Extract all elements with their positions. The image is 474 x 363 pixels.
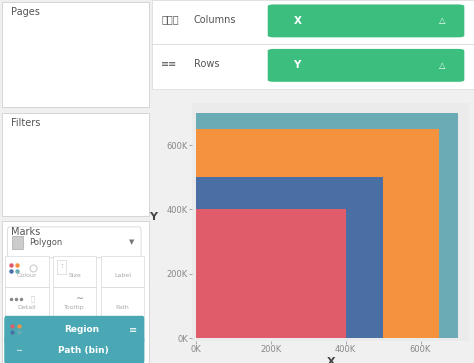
FancyBboxPatch shape <box>101 256 144 287</box>
FancyBboxPatch shape <box>4 316 145 344</box>
Text: Region: Region <box>64 326 99 334</box>
Bar <box>196 209 346 338</box>
Text: X: X <box>293 16 301 26</box>
Bar <box>1 221 149 363</box>
Text: △: △ <box>438 61 445 70</box>
Text: ⁞⁞⁞: ⁞⁞⁞ <box>161 15 179 25</box>
Text: Path: Path <box>116 305 129 310</box>
Text: ≡: ≡ <box>129 325 137 335</box>
Bar <box>196 178 383 338</box>
FancyBboxPatch shape <box>5 256 48 287</box>
Text: Rows: Rows <box>193 59 219 69</box>
Text: Size: Size <box>68 273 81 278</box>
Bar <box>57 260 66 274</box>
FancyBboxPatch shape <box>5 287 48 318</box>
Text: ▼: ▼ <box>129 240 135 245</box>
FancyBboxPatch shape <box>53 287 96 318</box>
FancyBboxPatch shape <box>53 256 96 287</box>
Bar <box>152 0 474 44</box>
Text: ⬜: ⬜ <box>30 295 35 302</box>
Text: Marks: Marks <box>10 227 40 237</box>
Bar <box>152 44 474 89</box>
Bar <box>12 236 23 249</box>
FancyBboxPatch shape <box>8 227 141 258</box>
FancyBboxPatch shape <box>101 287 144 318</box>
X-axis label: X: X <box>326 357 335 363</box>
Text: ≡≡: ≡≡ <box>161 59 178 69</box>
Bar <box>1 113 149 216</box>
Text: T: T <box>60 264 63 269</box>
FancyBboxPatch shape <box>268 49 465 82</box>
FancyBboxPatch shape <box>268 4 465 37</box>
Text: Tooltip: Tooltip <box>64 305 85 310</box>
FancyBboxPatch shape <box>4 337 145 363</box>
Text: Filters: Filters <box>10 118 40 128</box>
Y-axis label: Y: Y <box>149 212 157 222</box>
Text: ∼: ∼ <box>15 346 22 355</box>
Bar <box>1 2 149 107</box>
Text: Detail: Detail <box>18 305 36 310</box>
Text: Pages: Pages <box>10 7 39 17</box>
Text: Polygon: Polygon <box>29 238 62 247</box>
Text: ∼: ∼ <box>76 293 84 303</box>
Text: △: △ <box>438 16 445 25</box>
Text: Path (bin): Path (bin) <box>58 346 109 355</box>
Bar <box>196 129 439 338</box>
Text: Columns: Columns <box>193 15 236 25</box>
Text: Y: Y <box>293 60 301 70</box>
Text: Colour: Colour <box>17 273 37 278</box>
Text: Label: Label <box>114 273 131 278</box>
